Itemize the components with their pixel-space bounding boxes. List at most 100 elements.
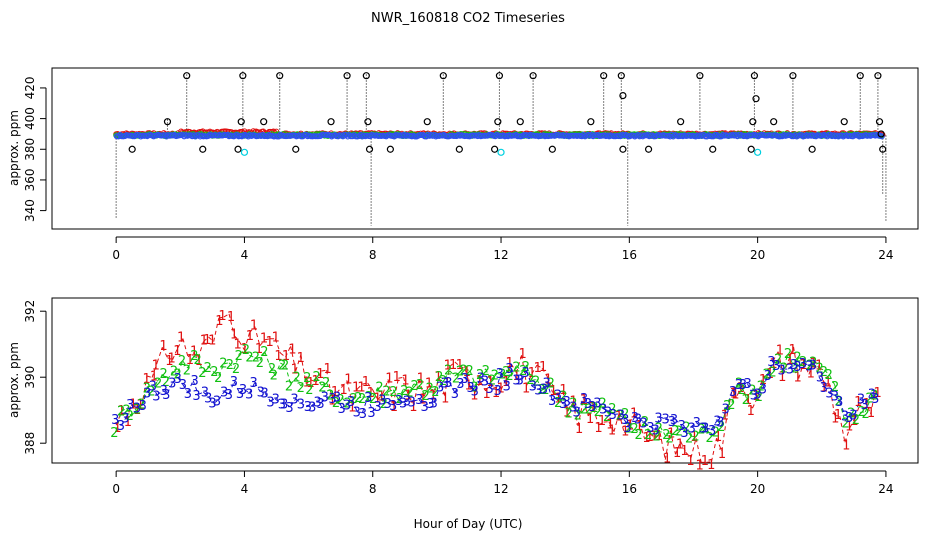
series-3-marker: 3 <box>343 398 351 413</box>
top-outlier-point <box>749 118 757 126</box>
series-1-segment <box>403 377 410 397</box>
series-3-marker: 3 <box>764 369 772 384</box>
series-3-segment <box>762 375 769 389</box>
series-1-marker: 1 <box>150 369 158 384</box>
series-3-marker: 3 <box>426 397 434 412</box>
series-1-segment <box>741 384 748 402</box>
series-3-marker: 3 <box>743 377 751 392</box>
series-1-segment <box>634 414 641 424</box>
top-outlier-point <box>770 118 778 126</box>
series-2-segment <box>177 360 184 373</box>
series-1-segment <box>305 379 312 384</box>
series-1-marker: 1 <box>820 380 828 395</box>
series-3-marker: 3 <box>809 358 817 373</box>
series-2-segment <box>259 351 266 361</box>
series-3-segment <box>603 408 609 412</box>
series-2-segment <box>834 384 841 402</box>
series-2-segment <box>403 388 409 394</box>
top-y-tick-label: 380 <box>23 138 37 161</box>
series-1-marker: 1 <box>233 338 241 353</box>
series-1-segment <box>336 386 343 394</box>
series-3-segment <box>793 363 799 368</box>
series-1-marker: 1 <box>465 379 473 394</box>
series-2-segment <box>372 387 379 397</box>
top-y-tick-label: 400 <box>23 107 37 130</box>
series-2-segment <box>418 385 425 395</box>
series-2-marker: 2 <box>194 353 202 368</box>
series-1-segment <box>798 361 805 379</box>
series-2-marker: 2 <box>590 401 598 416</box>
series-2-marker: 2 <box>630 422 638 437</box>
series-1-marker: 1 <box>311 374 319 389</box>
series-3-marker: 3 <box>403 395 411 410</box>
series-2-segment <box>239 350 245 355</box>
series-1-marker: 1 <box>586 412 594 427</box>
series-1-marker: 1 <box>867 406 875 421</box>
top-outlier-cyan-point <box>240 148 249 156</box>
series-1-marker: 1 <box>686 454 694 469</box>
series-2-segment <box>469 371 476 386</box>
series-2-segment <box>367 396 373 398</box>
series-1-marker: 1 <box>752 389 760 404</box>
series-3-segment <box>285 403 291 407</box>
series-2-marker: 2 <box>358 392 366 407</box>
series-1-marker: 1 <box>444 358 452 373</box>
series-3-marker: 3 <box>521 366 529 381</box>
series-1-segment <box>249 326 256 333</box>
series-3-marker: 3 <box>767 355 775 370</box>
series-1-marker: 1 <box>418 392 426 407</box>
series-1-marker: 1 <box>373 392 381 407</box>
series-3-segment <box>854 398 861 414</box>
series-3-marker: 3 <box>593 397 601 412</box>
series-1-marker: 1 <box>409 400 417 415</box>
series-1-segment <box>782 360 789 375</box>
series-3-segment <box>654 416 661 431</box>
series-1-segment <box>803 361 810 375</box>
series-2-marker: 2 <box>476 368 484 383</box>
top-outlier-point <box>455 145 463 153</box>
series-1-marker: 1 <box>168 352 176 367</box>
series-2-segment <box>654 426 661 437</box>
series-2-marker: 2 <box>435 370 443 385</box>
series-1-segment <box>541 368 548 377</box>
series-2-marker: 2 <box>292 371 300 386</box>
series-2-marker: 2 <box>344 397 352 412</box>
series-3-segment <box>649 425 656 431</box>
series-2-marker: 2 <box>256 356 264 371</box>
series-2-marker: 2 <box>815 362 823 377</box>
series-1-segment <box>628 414 635 423</box>
top-plot-frame <box>51 67 919 230</box>
series-2-marker: 2 <box>422 389 430 404</box>
top-dense-layer <box>113 128 886 140</box>
series-1-marker: 1 <box>377 389 385 404</box>
series-2-segment <box>197 357 204 374</box>
top-x-axis: 0 4 8 12 16 20 24 <box>112 236 894 262</box>
series-1-segment <box>546 376 553 393</box>
series-3-marker: 3 <box>160 384 168 399</box>
series-3-marker: 3 <box>816 371 824 386</box>
series-2-segment <box>244 350 250 356</box>
series-3-marker: 3 <box>441 376 449 391</box>
series-3-segment <box>326 396 332 398</box>
series-2-segment <box>392 389 399 400</box>
series-3-segment <box>388 403 394 406</box>
series-3-segment <box>182 384 189 393</box>
top-panel: 0 4 8 12 16 20 24 340 360 380 400 420 approx. ppm <box>7 67 919 262</box>
series-3-marker: 3 <box>399 396 407 411</box>
series-1-segment <box>218 316 225 319</box>
series-2-marker: 2 <box>831 380 839 395</box>
series-3-marker: 3 <box>192 389 200 404</box>
series-1-marker: 1 <box>845 419 853 434</box>
series-2-marker: 2 <box>162 375 170 390</box>
series-1-segment <box>449 361 456 367</box>
series-3-segment <box>203 391 209 398</box>
series-2-segment <box>623 414 630 427</box>
series-3-segment <box>295 398 302 404</box>
series-2-marker: 2 <box>653 429 661 444</box>
series-1-marker: 1 <box>331 385 339 400</box>
bottom-x-tick-label: 16 <box>622 482 637 496</box>
series-1-marker: 1 <box>718 447 726 462</box>
series-1-marker: 1 <box>339 383 347 398</box>
series-3-marker: 3 <box>588 400 596 415</box>
series-2-marker: 2 <box>252 350 260 365</box>
